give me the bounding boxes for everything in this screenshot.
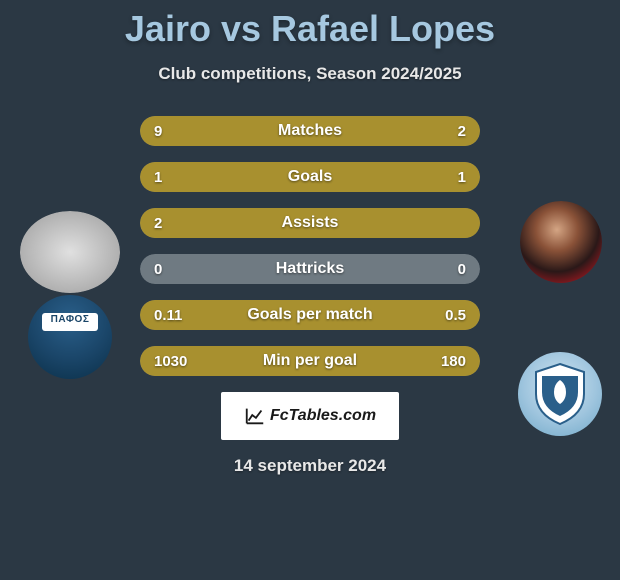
stat-value-left: 0.11 [154, 300, 182, 330]
stat-row: Min per goal1030 180 [140, 346, 480, 376]
club-badge-left: ΠΑΦΟΣ [28, 295, 112, 379]
date-line: 14 september 2024 [0, 456, 620, 476]
stat-row: Matches9 2 [140, 116, 480, 146]
stats-area: ΠΑΦΟΣ Matches92Goals11Assists2Hattricks0… [0, 116, 620, 476]
chart-icon [244, 405, 266, 427]
stat-label: Assists [140, 208, 480, 238]
subtitle: Club competitions, Season 2024/2025 [0, 64, 620, 84]
stat-value-right: 0 [458, 254, 466, 284]
stat-value-left: 0 [154, 254, 162, 284]
club-left-label: ΠΑΦΟΣ [28, 314, 112, 325]
stat-value-right: 1 [458, 162, 466, 192]
stat-label: Hattricks [140, 254, 480, 284]
stat-row: Goals1 1 [140, 162, 480, 192]
stat-label: Min per goal [140, 346, 480, 376]
shield-icon [532, 362, 588, 426]
club-badge-right [518, 352, 602, 436]
stat-value-left: 2 [154, 208, 162, 238]
stat-value-right: 0.5 [445, 300, 466, 330]
stat-value-right: 2 [458, 116, 466, 146]
stat-value-right: 180 [441, 346, 466, 376]
watermark: FcTables.com [221, 392, 399, 440]
watermark-text: FcTables.com [270, 407, 376, 425]
player-right-photo [520, 201, 602, 283]
stat-row: Assists2 [140, 208, 480, 238]
page-title: Jairo vs Rafael Lopes [0, 0, 620, 50]
stat-value-left: 1030 [154, 346, 187, 376]
stat-value-left: 1 [154, 162, 162, 192]
stat-label: Matches [140, 116, 480, 146]
stat-value-left: 9 [154, 116, 162, 146]
stat-row: Goals per match0.11 0.5 [140, 300, 480, 330]
stat-row: Hattricks0 0 [140, 254, 480, 284]
player-left-photo [20, 211, 120, 293]
stat-label: Goals per match [140, 300, 480, 330]
stat-label: Goals [140, 162, 480, 192]
